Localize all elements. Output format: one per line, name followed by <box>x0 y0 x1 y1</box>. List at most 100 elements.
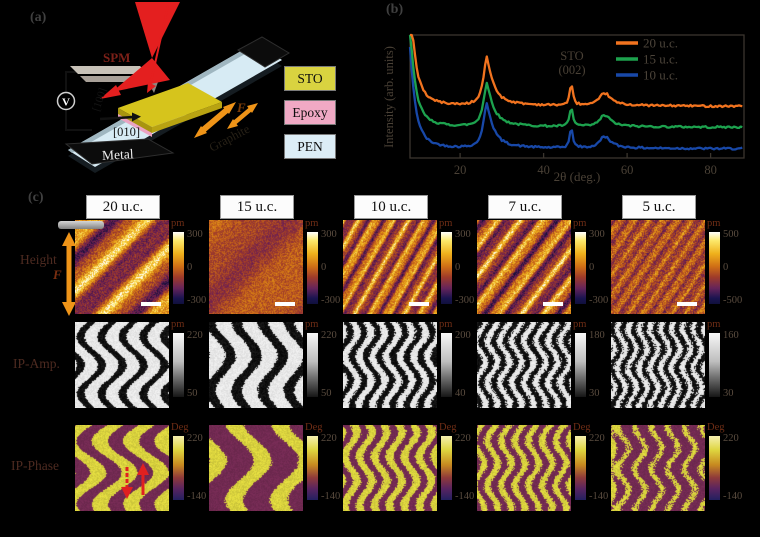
row-label-ip-phase: IP-Phase <box>11 458 59 473</box>
axis-010-arrowhead <box>132 112 141 122</box>
panel-c-label: (c) <box>28 190 44 205</box>
x-axis-label: 2θ (deg.) <box>554 169 601 184</box>
axis-100-label: [100] <box>90 87 109 113</box>
colorbar-unit: pm <box>439 218 453 229</box>
colorbar-max: 220 <box>723 433 739 444</box>
column-header-label: 5 u.c. <box>642 198 676 215</box>
scan-image-row0-col3 <box>477 220 571 314</box>
force-label-grid: F <box>52 267 62 282</box>
sto-membrane <box>118 83 222 127</box>
colorbar-unit: Deg <box>305 422 323 433</box>
colorbar-unit: Deg <box>573 422 591 433</box>
colorbar-row0 <box>441 232 452 304</box>
laser-beam-incident <box>135 2 180 58</box>
scan-image-row0-col2 <box>343 220 437 314</box>
scan-image-row0-col4 <box>611 220 705 314</box>
colorbar-max: 220 <box>321 330 337 341</box>
column-header-label: 10 u.c. <box>370 198 412 215</box>
colorbar-min: -140 <box>723 491 743 502</box>
colorbar-min: -500 <box>723 295 743 306</box>
sto-right-edge <box>152 102 222 133</box>
xrd-curve-20uc <box>410 33 743 109</box>
metal-contact-bottom <box>64 138 175 165</box>
colorbar-unit: pm <box>305 319 319 330</box>
force-label-schematic: F <box>236 100 246 115</box>
colorbar-unit: pm <box>171 319 185 330</box>
polarization-arrows <box>121 463 149 499</box>
sto-002-annotation-line1: STO <box>560 49 583 63</box>
colorbar-max: 220 <box>589 433 605 444</box>
column-header: 20 u.c. <box>86 195 160 219</box>
colorbar-min: 30 <box>589 388 600 399</box>
x-axis-ticks: 20 40 60 80 <box>454 153 717 177</box>
colorbar-unit: pm <box>573 319 587 330</box>
scan-image-row1-col0 <box>75 322 169 408</box>
colorbar-unit: pm <box>439 319 453 330</box>
panel-a-label: (a) <box>30 10 47 25</box>
x-tick-label: 40 <box>537 163 550 177</box>
x-tick-label: 80 <box>704 163 717 177</box>
colorbar-max: 200 <box>455 330 471 341</box>
plot-legend: 20 u.c.15 u.c.10 u.c. <box>616 36 678 83</box>
colorbar-row0 <box>307 232 318 304</box>
colorbar-max: 220 <box>187 330 203 341</box>
legend-chip-epoxy: Epoxy <box>284 100 336 125</box>
probe-holder <box>70 66 148 74</box>
colorbar-unit: Deg <box>439 422 457 433</box>
colorbar-row2 <box>441 436 452 500</box>
scale-bar <box>409 302 429 306</box>
scale-bar <box>141 302 161 306</box>
colorbar-min: -140 <box>321 491 341 502</box>
column-header: 15 u.c. <box>220 195 294 219</box>
colorbar-mid: 0 <box>589 262 595 273</box>
scan-image-row1-col4 <box>611 322 705 408</box>
scan-image-row2-col3 <box>477 425 571 511</box>
laser-arrowhead <box>100 85 121 99</box>
colorbar-max: 220 <box>455 433 471 444</box>
colorbar-max: 220 <box>187 433 203 444</box>
colorbar-row1 <box>173 333 184 397</box>
column-header: 10 u.c. <box>354 195 428 219</box>
column-header: 5 u.c. <box>622 195 696 219</box>
column-header: 7 u.c. <box>488 195 562 219</box>
legend-label: 20 u.c. <box>643 36 678 51</box>
cantilever-icon <box>58 221 104 229</box>
colorbar-mid: 0 <box>321 262 327 273</box>
colorbar-row1 <box>575 333 586 397</box>
spm-label: SPM <box>103 50 130 65</box>
voltage-source-icon <box>56 91 76 111</box>
scan-image-row2-col0 <box>75 425 169 511</box>
scale-bar <box>275 302 295 306</box>
colorbar-unit: Deg <box>707 422 725 433</box>
column-header-label: 15 u.c. <box>236 198 278 215</box>
colorbar-row2 <box>307 436 318 500</box>
metal-contact-top <box>237 36 290 68</box>
colorbar-min: 30 <box>723 388 734 399</box>
colorbar-unit: pm <box>171 218 185 229</box>
colorbar-row2 <box>173 436 184 500</box>
scan-image-row0-col0 <box>75 220 169 314</box>
colorbar-mid: 0 <box>187 262 193 273</box>
x-tick-label: 20 <box>454 163 467 177</box>
colorbar-row0 <box>173 232 184 304</box>
scan-image-row2-col4 <box>611 425 705 511</box>
column-header-label: 7 u.c. <box>508 198 542 215</box>
laser-ray-arrowhead <box>147 82 156 93</box>
colorbar-min: 40 <box>455 388 466 399</box>
metal-label: Metal <box>102 146 134 163</box>
colorbar-row2 <box>575 436 586 500</box>
colorbar-min: -300 <box>321 295 341 306</box>
colorbar-mid: 0 <box>455 262 461 273</box>
legend-chip-pen-label: PEN <box>297 138 323 154</box>
legend-chip-epoxy-label: Epoxy <box>292 104 328 120</box>
y-axis-label: Intensity (arb. units) <box>382 46 396 148</box>
scale-bar <box>543 302 563 306</box>
xrd-plot: 20 40 60 80 20 u.c.15 u.c.10 u.c. STO (002)… <box>382 33 745 184</box>
row-label-height: Height <box>20 252 57 267</box>
scan-image-row1-col2 <box>343 322 437 408</box>
plot-frame <box>409 34 745 159</box>
xrd-curves <box>408 33 743 151</box>
scan-image-row2-col2 <box>343 425 437 511</box>
legend-chip-pen: PEN <box>284 134 336 159</box>
